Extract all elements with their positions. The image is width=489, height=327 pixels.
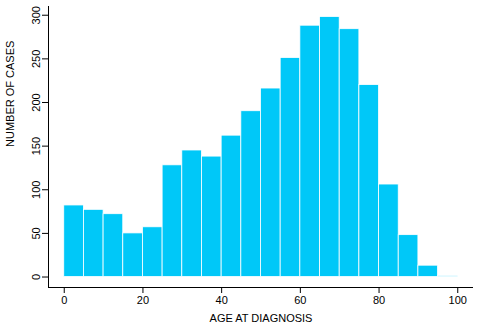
svg-text:150: 150 [30, 137, 42, 155]
svg-text:100: 100 [449, 294, 467, 306]
svg-text:20: 20 [137, 294, 149, 306]
svg-text:60: 60 [294, 294, 306, 306]
svg-text:40: 40 [216, 294, 228, 306]
svg-text:0: 0 [61, 294, 67, 306]
svg-text:250: 250 [30, 50, 42, 68]
svg-text:80: 80 [373, 294, 385, 306]
svg-text:AGE AT DIAGNOSIS: AGE AT DIAGNOSIS [210, 312, 313, 324]
svg-text:0: 0 [30, 274, 42, 280]
svg-text:200: 200 [30, 93, 42, 111]
svg-text:300: 300 [30, 6, 42, 24]
svg-text:NUMBER OF CASES: NUMBER OF CASES [4, 41, 16, 147]
svg-text:100: 100 [30, 181, 42, 199]
svg-text:50: 50 [30, 227, 42, 239]
